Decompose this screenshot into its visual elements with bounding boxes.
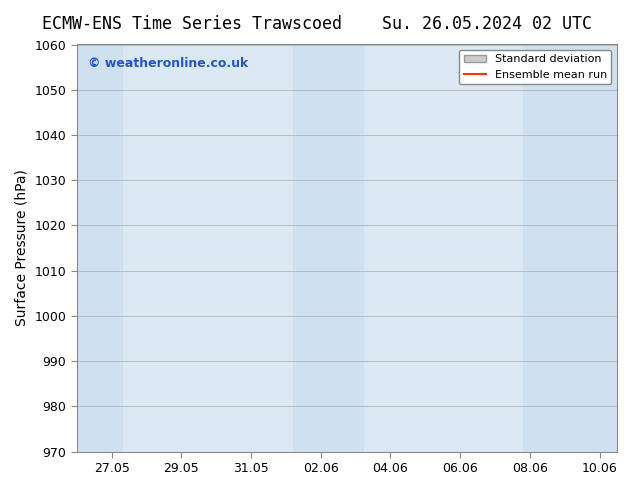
- Bar: [593, 45, 617, 452]
- Text: © weatheronline.co.uk: © weatheronline.co.uk: [87, 57, 248, 70]
- Text: ECMW-ENS Time Series Trawscoed    Su. 26.05.2024 02 UTC: ECMW-ENS Time Series Trawscoed Su. 26.05…: [42, 15, 592, 33]
- Y-axis label: Surface Pressure (hPa): Surface Pressure (hPa): [15, 170, 29, 326]
- Bar: [77, 45, 122, 452]
- Legend: Standard deviation, Ensemble mean run: Standard deviation, Ensemble mean run: [459, 50, 611, 84]
- Bar: [523, 45, 593, 452]
- Bar: [293, 45, 363, 452]
